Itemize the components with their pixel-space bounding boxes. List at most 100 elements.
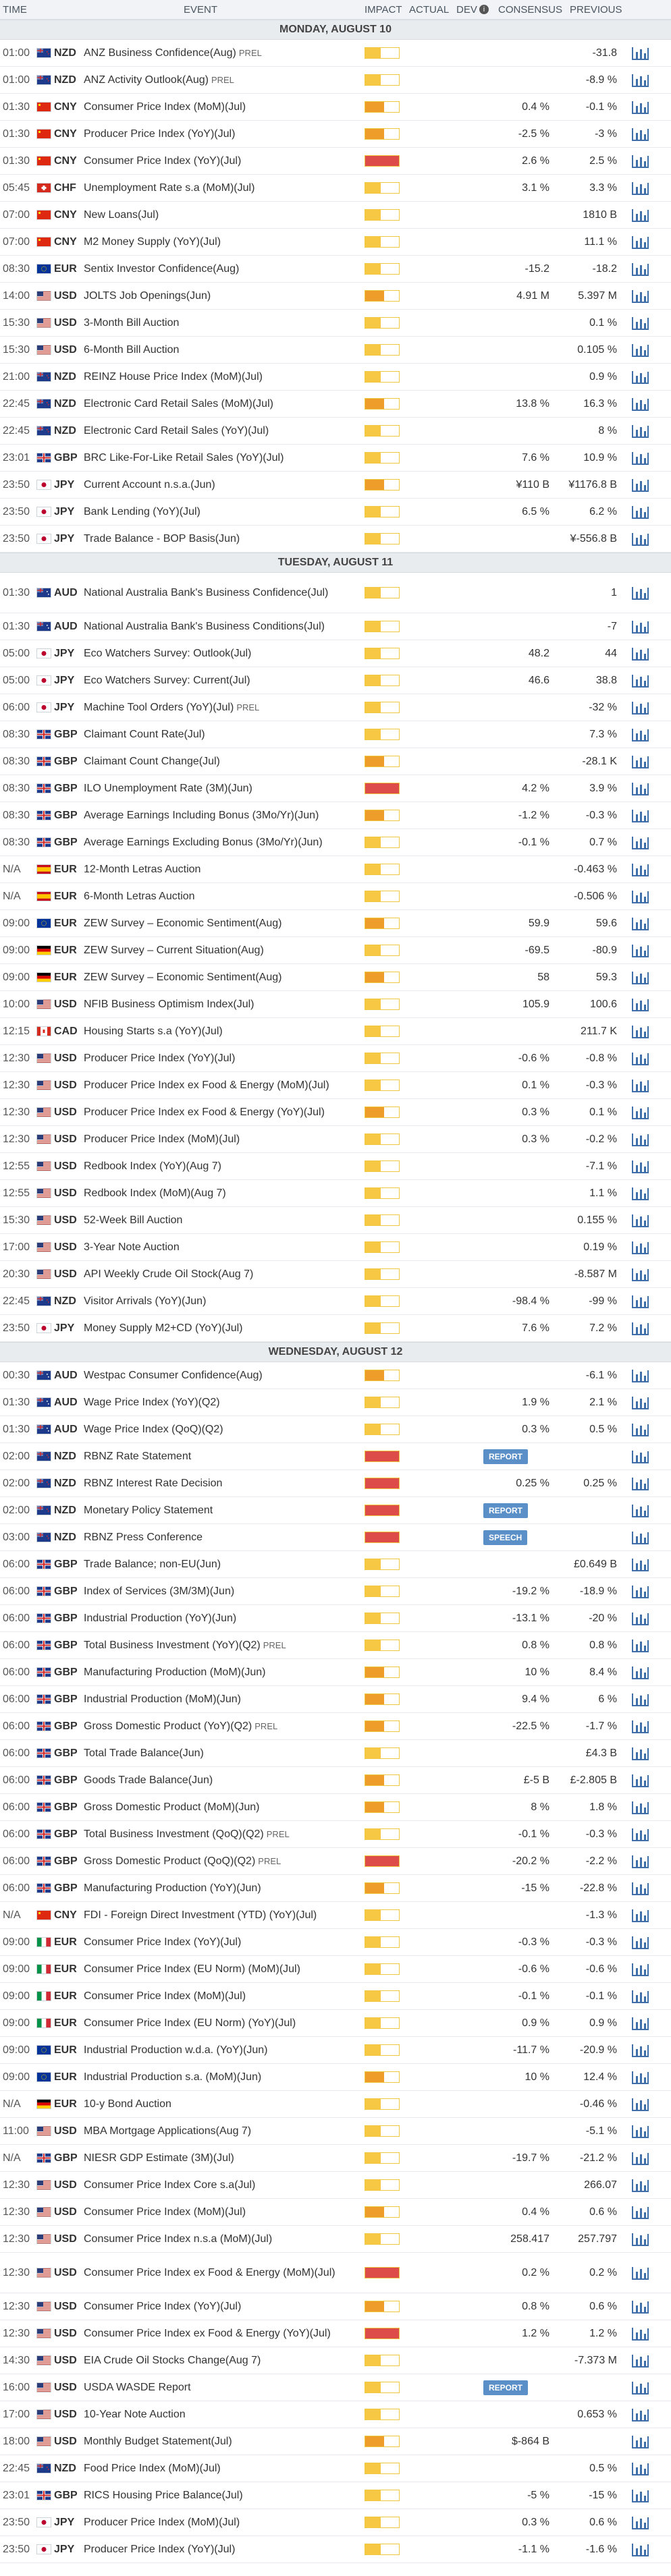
bar-chart-icon[interactable] [630,943,650,959]
event-title[interactable]: Industrial Production (MoM)(Jun) [84,1693,241,1705]
event-name[interactable]: Industrial Production (MoM)(Jun) [84,1686,354,1712]
event-row[interactable]: 06:00 GBP Total Trade Balance(Jun) £4.3 B [0,1740,671,1767]
chart-button[interactable] [626,94,653,120]
chart-button[interactable] [626,2037,653,2063]
event-title[interactable]: Consumer Price Index (MoM)(Jul) [84,101,246,113]
event-name[interactable]: Money Supply M2+CD (YoY)(Jul) [84,1315,354,1341]
bar-chart-icon[interactable] [630,1611,650,1627]
chart-button[interactable] [626,526,653,552]
bar-chart-icon[interactable] [630,126,650,142]
event-name[interactable]: 3-Month Bill Auction [84,310,354,336]
event-title[interactable]: Westpac Consumer Confidence(Aug) [84,1370,263,1381]
event-name[interactable]: 12-Month Letras Auction [84,856,354,883]
event-row[interactable]: 09:00 EUR Consumer Price Index (EU Norm) (… [0,2010,671,2037]
event-title[interactable]: Industrial Production s.a. (MoM)(Jun) [84,2071,262,2083]
event-title[interactable]: EIA Crude Oil Stocks Change(Aug 7) [84,2355,261,2366]
event-name[interactable]: National Australia Bank's Business Condi… [84,613,354,640]
event-row[interactable]: 17:00 USD 3-Year Note Auction 0.19 % [0,1234,671,1261]
bar-chart-icon[interactable] [630,1826,650,1843]
event-name[interactable]: Gross Domestic Product (MoM)(Jun) [84,1794,354,1820]
event-title[interactable]: Manufacturing Production (YoY)(Jun) [84,1882,261,1894]
chart-button[interactable] [626,418,653,444]
chart-button[interactable] [626,1713,653,1739]
bar-chart-icon[interactable] [630,45,650,61]
bar-chart-icon[interactable] [630,700,650,716]
event-row[interactable]: 10:00 USD NFIB Business Optimism Index(Jul… [0,991,671,1018]
event-title[interactable]: 10-Year Note Auction [84,2409,186,2420]
event-row[interactable]: 05:45 CHF Unemployment Rate s.a (MoM)(Jul)… [0,175,671,202]
chart-button[interactable] [626,1288,653,1314]
event-name[interactable]: Consumer Price Index n.s.a (MoM)(Jul) [84,2226,354,2252]
event-title[interactable]: M2 Money Supply (YoY)(Jul) [84,236,221,248]
event-name[interactable]: Industrial Production s.a. (MoM)(Jun) [84,2064,354,2090]
event-name[interactable]: Unemployment Rate s.a (MoM)(Jul) [84,175,354,201]
event-name[interactable]: 6-Month Letras Auction [84,883,354,909]
event-title[interactable]: Producer Price Index (MoM)(Jul) [84,1133,240,1145]
event-name[interactable]: Gross Domestic Product (QoQ)(Q2) PREL [84,1848,354,1874]
bar-chart-icon[interactable] [630,1368,650,1384]
chart-button[interactable] [626,121,653,147]
event-row[interactable]: 06:00 GBP Gross Domestic Product (QoQ)(Q2)… [0,1848,671,1875]
event-row[interactable]: 12:30 USD Consumer Price Index (MoM)(Jul) 0… [0,2199,671,2226]
chart-button[interactable] [626,1018,653,1044]
event-row[interactable]: 06:00 GBP Gross Domestic Product (YoY)(Q2)… [0,1713,671,1740]
event-row[interactable]: 01:30 AUD National Australia Bank's Busine… [0,613,671,640]
chart-button[interactable] [626,829,653,856]
chart-button[interactable] [626,937,653,963]
chart-button[interactable] [626,1605,653,1631]
event-title[interactable]: Average Earnings Excluding Bonus (3Mo/Yr… [84,837,323,848]
bar-chart-icon[interactable] [630,450,650,466]
event-name[interactable]: Wage Price Index (YoY)(Q2) [84,1389,354,1416]
chart-button[interactable] [626,2401,653,2428]
event-title[interactable]: Industrial Production w.d.a. (YoY)(Jun) [84,2044,268,2056]
bar-chart-icon[interactable] [630,1853,650,1870]
event-row[interactable]: 12:30 USD Producer Price Index (MoM)(Jul) 0… [0,1126,671,1153]
event-title[interactable]: Eco Watchers Survey: Outlook(Jul) [84,648,252,659]
event-row[interactable]: 12:15 CAD Housing Starts s.a (YoY)(Jul) 211… [0,1018,671,1045]
bar-chart-icon[interactable] [630,2488,650,2504]
chart-button[interactable] [626,1443,653,1469]
event-name[interactable]: RBNZ Rate Statement [84,1443,354,1469]
event-name[interactable]: Consumer Price Index (YoY)(Jul) [84,148,354,174]
event-row[interactable]: 21:00 NZD REINZ House Price Index (MoM)(Ju… [0,364,671,391]
event-name[interactable]: Electronic Card Retail Sales (YoY)(Jul) [84,418,354,444]
chart-button[interactable] [626,640,653,667]
event-name[interactable]: Westpac Consumer Confidence(Aug) [84,1362,354,1389]
bar-chart-icon[interactable] [630,862,650,878]
event-name[interactable]: Electronic Card Retail Sales (MoM)(Jul) [84,391,354,417]
bar-chart-icon[interactable] [630,2042,650,2059]
event-row[interactable]: 09:00 EUR Industrial Production w.d.a. (Yo… [0,2037,671,2064]
bar-chart-icon[interactable] [630,1772,650,1789]
chart-button[interactable] [626,856,653,883]
bar-chart-icon[interactable] [630,1422,650,1438]
event-name[interactable]: NFIB Business Optimism Index(Jul) [84,991,354,1017]
event-name[interactable]: Industrial Production (YoY)(Jun) [84,1605,354,1631]
event-row[interactable]: 00:30 AUD Westpac Consumer Confidence(Aug)… [0,1362,671,1389]
bar-chart-icon[interactable] [630,1024,650,1040]
bar-chart-icon[interactable] [630,835,650,851]
event-title[interactable]: FDI - Foreign Direct Investment (YTD) (Y… [84,1909,317,1921]
event-title[interactable]: 6-Month Letras Auction [84,891,195,902]
event-name[interactable]: Consumer Price Index ex Food & Energy (Y… [84,2320,354,2347]
event-row[interactable]: 15:30 USD 3-Month Bill Auction 0.1 % [0,310,671,337]
event-name[interactable]: Goods Trade Balance(Jun) [84,1767,354,1793]
bar-chart-icon[interactable] [630,1239,650,1256]
chart-button[interactable] [626,337,653,363]
chart-button[interactable] [626,1099,653,1125]
chart-button[interactable] [626,1416,653,1443]
event-title[interactable]: Producer Price Index (YoY)(Jul) [84,128,236,140]
chart-button[interactable] [626,2172,653,2198]
bar-chart-icon[interactable] [630,997,650,1013]
bar-chart-icon[interactable] [630,1051,650,1067]
chart-button[interactable] [626,67,653,93]
bar-chart-icon[interactable] [630,1185,650,1202]
event-row[interactable]: 01:30 AUD Wage Price Index (YoY)(Q2) 1.9 % 2… [0,1389,671,1416]
event-title[interactable]: Wage Price Index (QoQ)(Q2) [84,1424,223,1435]
event-name[interactable]: RBNZ Press Conference [84,1524,354,1550]
event-row[interactable]: 14:30 USD EIA Crude Oil Stocks Change(Aug … [0,2347,671,2374]
chart-button[interactable] [626,1470,653,1496]
event-title[interactable]: MBA Mortgage Applications(Aug 7) [84,2125,252,2137]
event-row[interactable]: 03:00 NZD RBNZ Press Conference SPEECH [0,1524,671,1551]
chart-button[interactable] [626,2118,653,2144]
bar-chart-icon[interactable] [630,1691,650,1708]
